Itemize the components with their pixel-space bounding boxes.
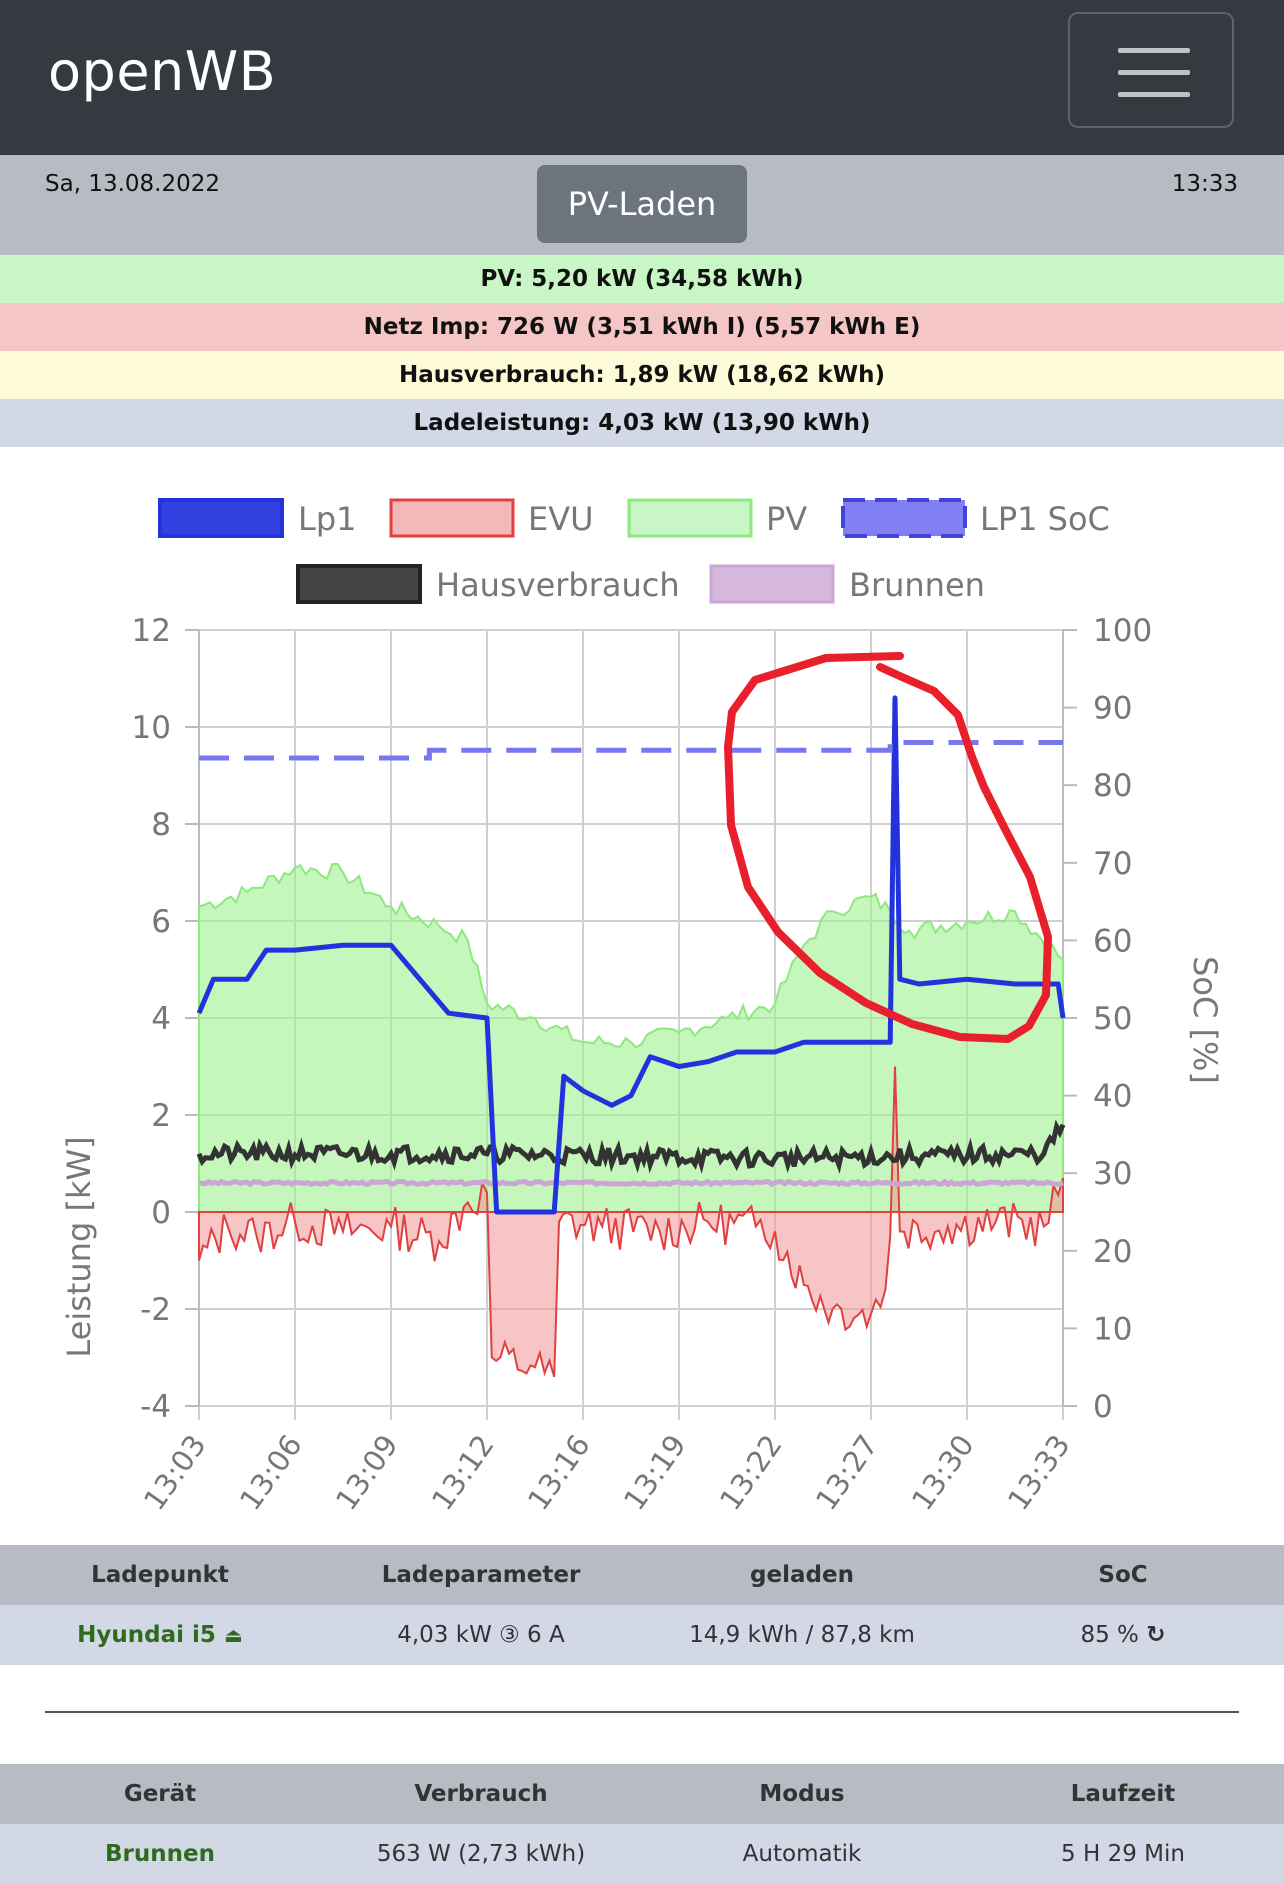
y-tick-label: 0	[151, 1195, 171, 1231]
y2-tick-label: 90	[1093, 691, 1132, 727]
current-time: 13:33	[1171, 171, 1238, 197]
y-tick-label: -4	[140, 1389, 171, 1425]
legend-label-lp1-soc: LP1 SoC	[980, 500, 1110, 538]
y-tick-label: 12	[132, 613, 171, 649]
charge-mode-button[interactable]: PV-Laden	[537, 165, 747, 243]
modus-value: Automatik	[642, 1824, 962, 1884]
header-ladepunkt: Ladepunkt	[0, 1545, 320, 1605]
y-tick-label: 2	[151, 1098, 171, 1134]
legend-label-evu: EVU	[528, 500, 594, 538]
menu-icon-line	[1118, 92, 1190, 97]
ladepunkt-table: Ladepunkt Ladeparameter geladen SoC Hyun…	[0, 1545, 1284, 1665]
geraet-name[interactable]: Brunnen	[0, 1824, 320, 1884]
soc-value: 85 %	[1080, 1622, 1139, 1648]
y2-tick-label: 30	[1093, 1156, 1132, 1192]
legend-item-evu[interactable]: EVU	[389, 498, 594, 538]
refresh-icon[interactable]: ↻	[1146, 1622, 1166, 1648]
x-tick-label: 13:12	[425, 1429, 501, 1517]
table-row[interactable]: Hyundai i5 ⏏ 4,03 kW ③ 6 A 14,9 kWh / 87…	[0, 1605, 1284, 1665]
header-ladeparameter: Ladeparameter	[320, 1545, 642, 1605]
x-tick-label: 13:19	[617, 1429, 693, 1517]
legend-label-pv: PV	[766, 500, 807, 538]
legend-label-hausverbrauch: Hausverbrauch	[436, 566, 680, 604]
y2-tick-label: 0	[1093, 1389, 1113, 1425]
y2-tick-label: 40	[1093, 1079, 1132, 1115]
x-tick-label: 13:03	[137, 1429, 213, 1517]
pv-summary: PV: 5,20 kW (34,58 kWh)	[0, 255, 1284, 303]
brand-logo[interactable]: openWB	[48, 40, 277, 103]
chart-legend: Lp1 EVU PV LP1 SoC Hausverbrauch Brunnen	[158, 498, 1110, 604]
y2-tick-label: 70	[1093, 846, 1132, 882]
divider	[45, 1711, 1239, 1713]
legend-item-hausverbrauch[interactable]: Hausverbrauch	[296, 564, 680, 604]
evu-area	[198, 1066, 1064, 1378]
annotation-circle	[724, 652, 1052, 1043]
y2-tick-label: 50	[1093, 1001, 1132, 1037]
lp1-soc-line	[199, 740, 1063, 761]
soc-cell: 85 % ↻	[962, 1605, 1284, 1665]
status-bar: Sa, 13.08.2022 PV-Laden 13:33	[0, 155, 1284, 255]
legend-item-brunnen[interactable]: Brunnen	[709, 564, 985, 604]
ladeparameter-value: 4,03 kW ③ 6 A	[320, 1605, 642, 1665]
y-axis-label: Leistung [kW]	[60, 1136, 98, 1357]
geladen-value: 14,9 kWh / 87,8 km	[642, 1605, 962, 1665]
lp1-line	[196, 695, 1066, 1215]
legend-item-lp1-soc[interactable]: LP1 SoC	[841, 498, 1110, 538]
x-tick-label: 13:16	[521, 1429, 597, 1517]
menu-icon-line	[1118, 70, 1190, 75]
y-tick-label: 4	[151, 1001, 171, 1037]
ladepunkt-name[interactable]: Hyundai i5 ⏏	[0, 1605, 320, 1665]
header-modus: Modus	[642, 1764, 962, 1824]
verbrauch-value: 563 W (2,73 kWh)	[320, 1824, 642, 1884]
pv-area	[198, 863, 1064, 1213]
legend-item-pv[interactable]: PV	[627, 498, 807, 538]
y-tick-label: 6	[151, 904, 171, 940]
legend-label-brunnen: Brunnen	[849, 566, 985, 604]
x-tick-label: 13:09	[329, 1429, 405, 1517]
y2-tick-label: 20	[1093, 1234, 1132, 1270]
legend-label-lp1: Lp1	[298, 500, 357, 538]
y-tick-label: 10	[132, 710, 171, 746]
chart-series	[196, 695, 1066, 1378]
x-tick-label: 13:06	[233, 1429, 309, 1517]
grid-summary: Netz Imp: 726 W (3,51 kWh I) (5,57 kWh E…	[0, 303, 1284, 351]
header-soc: SoC	[962, 1545, 1284, 1605]
header-geraet: Gerät	[0, 1764, 320, 1824]
geraet-table: Gerät Verbrauch Modus Laufzeit Brunnen 5…	[0, 1764, 1284, 1884]
laufzeit-value: 5 H 29 Min	[962, 1824, 1284, 1884]
brunnen-line	[198, 1178, 1064, 1188]
hausverbrauch-line	[196, 1119, 1066, 1174]
header-laufzeit: Laufzeit	[962, 1764, 1284, 1824]
x-tick-label: 13:22	[713, 1429, 789, 1517]
table-row[interactable]: Brunnen 563 W (2,73 kWh) Automatik 5 H 2…	[0, 1824, 1284, 1884]
legend-item-lp1[interactable]: Lp1	[158, 498, 357, 538]
menu-icon-line	[1118, 48, 1190, 53]
header-verbrauch: Verbrauch	[320, 1764, 642, 1824]
y2-tick-label: 60	[1093, 923, 1132, 959]
y-tick-label: 8	[151, 807, 171, 843]
vehicle-name: Hyundai i5	[77, 1622, 216, 1648]
hamburger-menu-button[interactable]	[1068, 12, 1234, 128]
plug-icon: ⏏	[223, 1623, 243, 1647]
y2-tick-label: 80	[1093, 768, 1132, 804]
x-tick-label: 13:27	[809, 1429, 885, 1517]
charging-power-summary: Ladeleistung: 4,03 kW (13,90 kWh)	[0, 399, 1284, 447]
y-tick-label: -2	[140, 1292, 171, 1328]
y2-tick-label: 100	[1093, 613, 1152, 649]
house-consumption-summary: Hausverbrauch: 1,89 kW (18,62 kWh)	[0, 351, 1284, 399]
y2-tick-label: 10	[1093, 1311, 1132, 1347]
navbar: openWB	[0, 0, 1284, 155]
power-chart: Lp1 EVU PV LP1 SoC Hausverbrauch Brunnen	[0, 447, 1284, 1545]
y2-axis-label: SoC [%]	[1186, 956, 1224, 1084]
header-geladen: geladen	[642, 1545, 962, 1605]
x-tick-label: 13:30	[905, 1429, 981, 1517]
current-date: Sa, 13.08.2022	[45, 171, 221, 197]
x-tick-label: 13:33	[1001, 1429, 1077, 1517]
